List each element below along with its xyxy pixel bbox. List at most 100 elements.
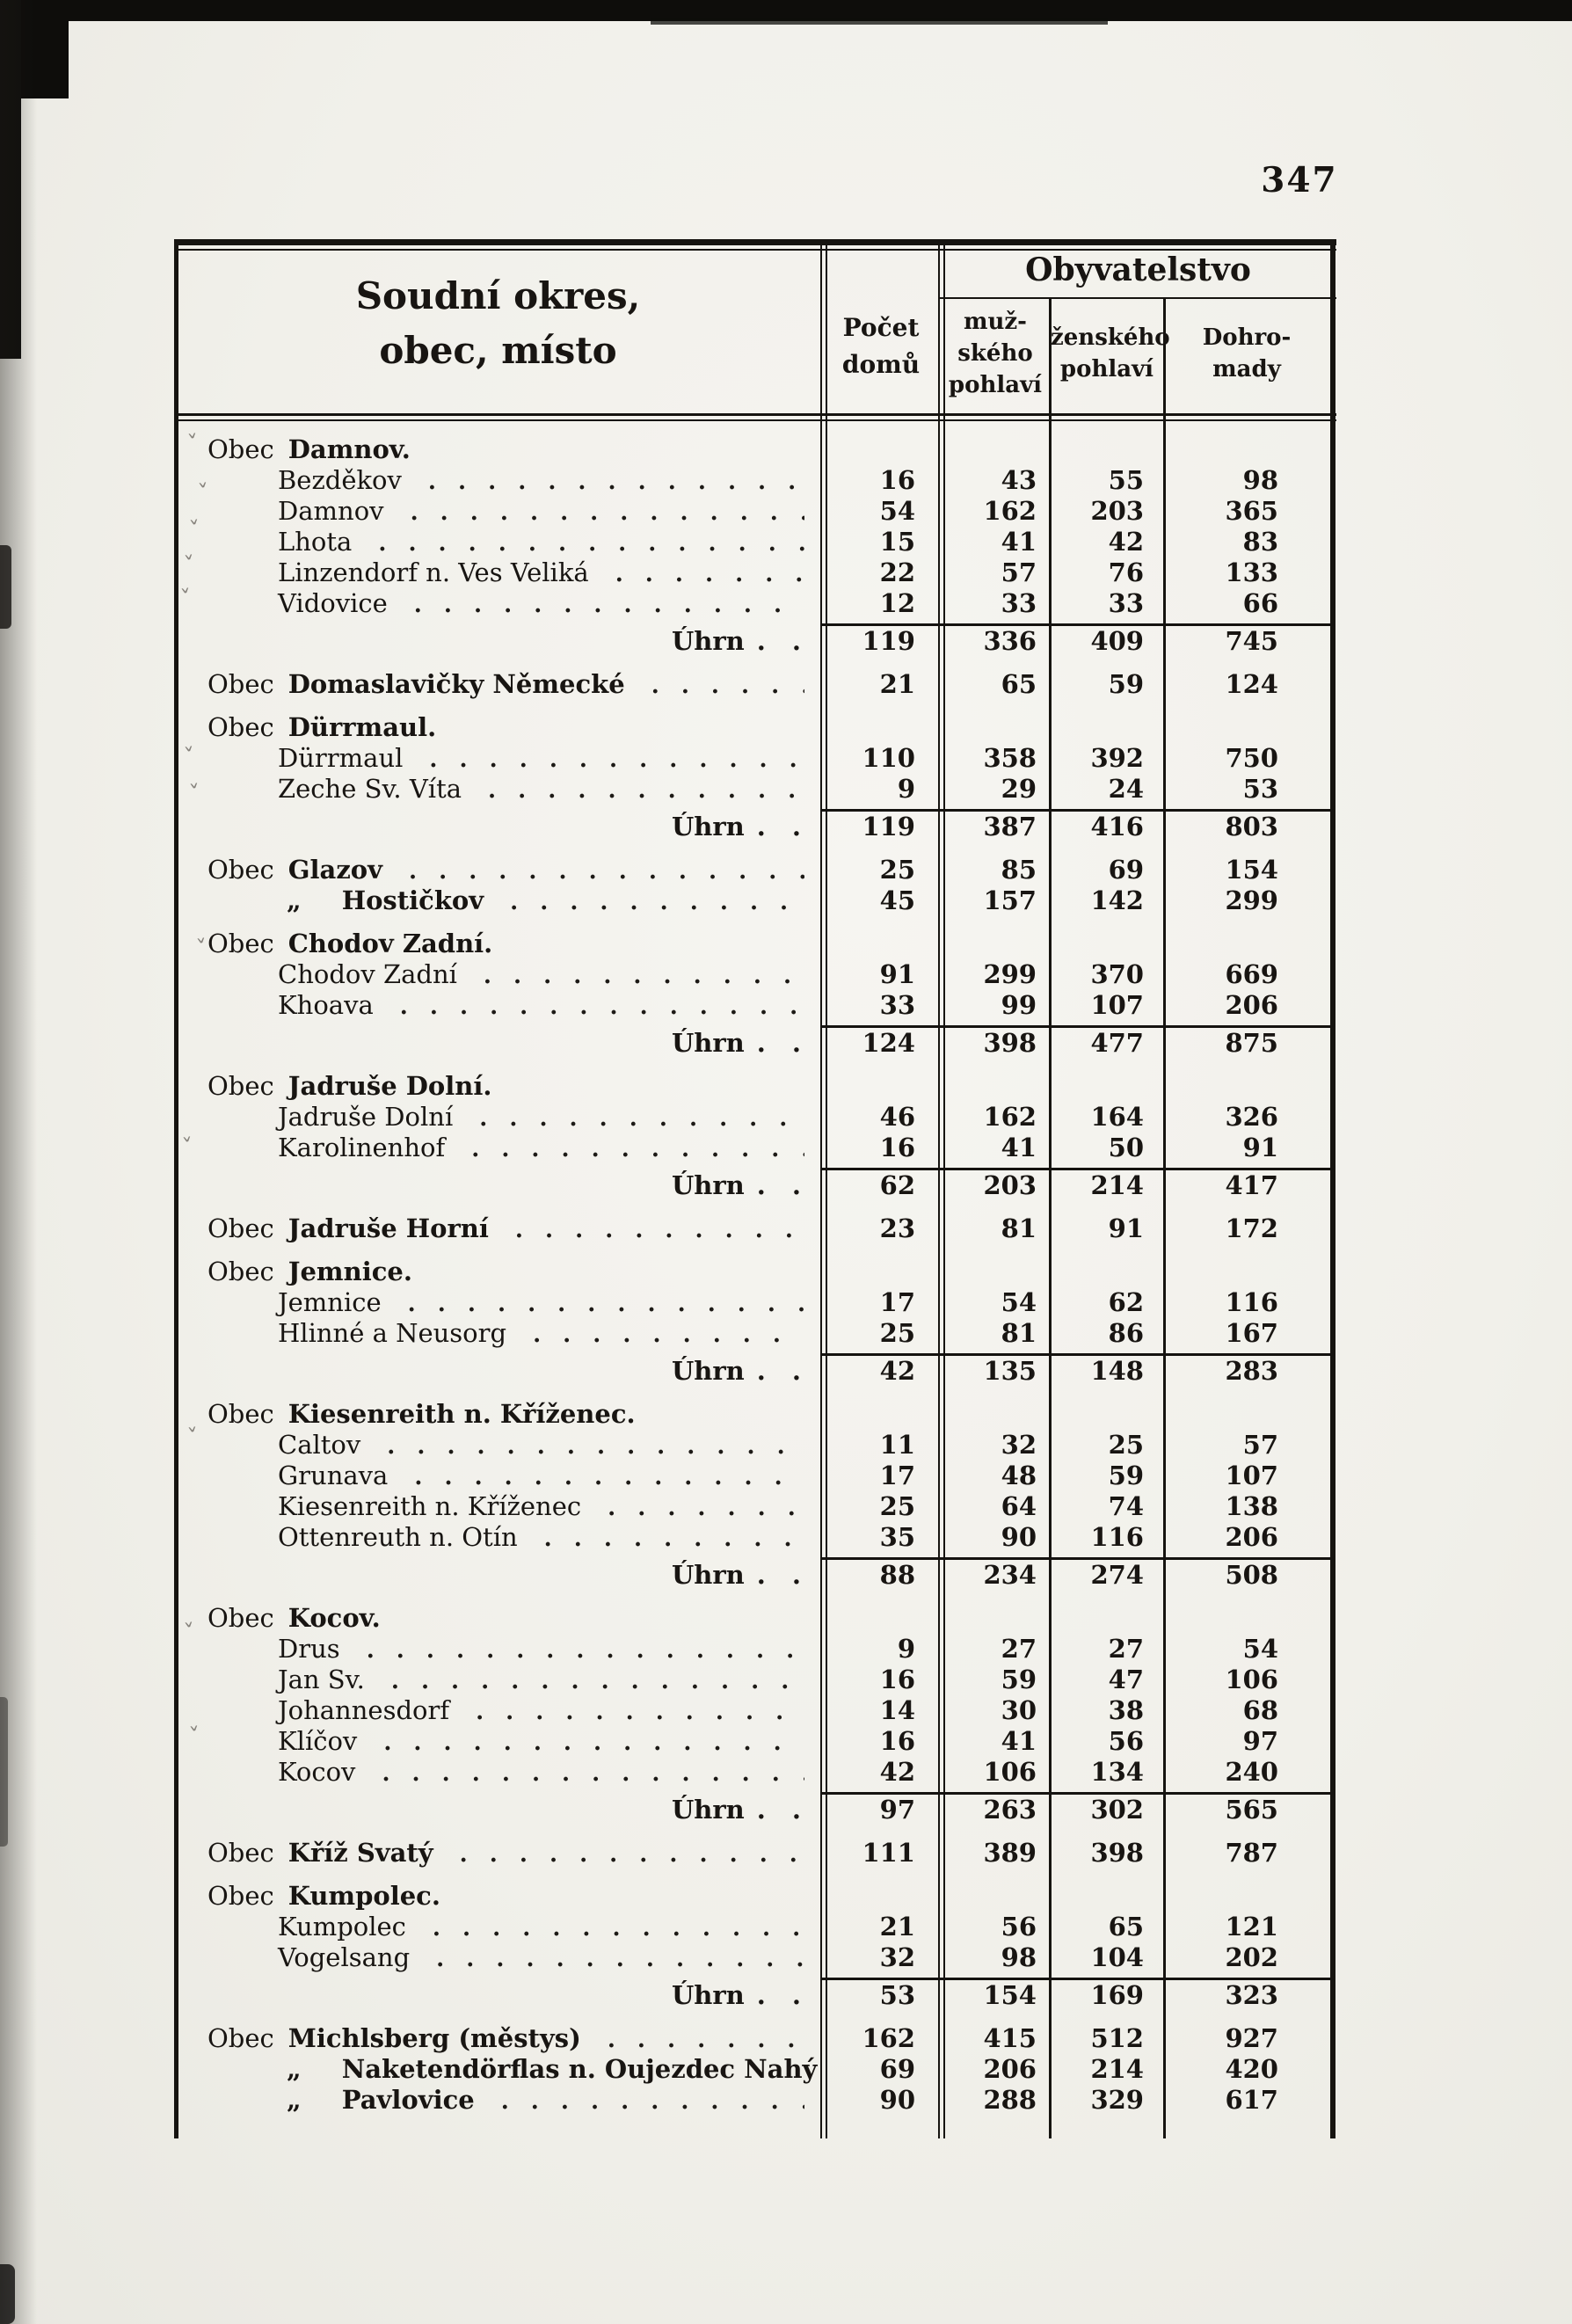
scan-blob [0,1697,8,1847]
table-row: Vidovice . . . . . . . . . . . . . . . . … [174,588,1336,619]
place-name-cell: Kocov . . . . . . . . . . . . . . . . . .… [174,1757,822,1788]
value-cell [938,1881,1049,1912]
value-cell: 27 [1001,1634,1037,1664]
column-divider [938,239,940,2138]
column-header-houses-line1: Počet [842,313,920,342]
table-row: Vogelsang . . . . . . . . . . . . . . . .… [174,1942,1336,1973]
value-cell: 104 [1090,1942,1144,1972]
value-cell [822,1399,938,1430]
place-name-cell: Obec Kocov. [174,1603,822,1634]
dot-leader: . . . . . . . . . . . . . . . . . . . . … [607,2027,804,2053]
value-cell [938,434,1049,465]
value-cell: 54 [879,496,915,526]
table-row: Obec Jemnice. [174,1257,1336,1287]
value-cell: 111 [862,1838,915,1868]
value-cell: 25 [1108,1430,1144,1460]
table-row: Caltov . . . . . . . . . . . . . . . . . … [174,1430,1336,1461]
value-cell: 17 [879,1287,915,1317]
value-cell: 59 [1108,669,1144,699]
value-cell: 119 [862,812,915,841]
dot-leader: . . . . . . . . . . . . . . . . . . . . … [476,1699,804,1725]
dot-leader: . . . . . . . . . . . . . . . . . . . . … [483,963,804,989]
value-cell: 206 [1225,1522,1278,1552]
table-row: Obec Kocov. [174,1603,1336,1634]
value-cell: 417 [1225,1170,1278,1200]
place-label: Jadruše Dolní [278,1102,454,1132]
value-cell: 288 [983,2085,1037,2115]
place-name-cell: Obec Kiesenreith n. Kříženec. [174,1399,822,1430]
value-cell: 50 [1108,1133,1144,1162]
dot-leader: . . . . . . . . . . . . . . . . . . . . … [471,1136,804,1162]
value-cell: 214 [1090,2054,1144,2084]
table-row: Johannesdorf . . . . . . . . . . . . . . … [174,1695,1336,1726]
value-cell: 41 [1001,1133,1037,1162]
value-cell: 409 [1090,626,1144,656]
value-cell: 124 [1225,669,1278,699]
value-cell: 154 [1225,855,1278,885]
place-name-cell: Caltov . . . . . . . . . . . . . . . . . … [174,1430,822,1461]
place-name-cell: „ Hostičkov . . . . . . . . . . . . . . . … [174,885,822,916]
value-cell [1049,1881,1163,1912]
dot-leader: . . [756,1356,810,1386]
place-name-cell: Obec Jadruše Dolní. [174,1071,822,1102]
dot-leader: . . . . . . . . . . . . . . . . . . . . … [488,777,804,804]
value-cell: 116 [1090,1522,1144,1552]
value-cell: 274 [1090,1560,1144,1590]
table-row: Klíčov . . . . . . . . . . . . . . . . . … [174,1726,1336,1757]
place-label: Johannesdorf [278,1695,450,1725]
value-cell: 477 [1090,1028,1144,1058]
value-cell [1163,929,1336,959]
table-row: Úhrn . . 119 336 409 745 [174,623,1336,657]
table-row: Obec Jadruše Dolní. [174,1071,1336,1102]
place-name-cell: Johannesdorf . . . . . . . . . . . . . . … [174,1695,822,1726]
column-header-male-line3: pohlaví [948,372,1043,398]
value-cell: 302 [1090,1795,1144,1825]
value-cell [1049,1399,1163,1430]
table-row: Obec Kumpolec. [174,1881,1336,1912]
value-cell: 17 [879,1461,915,1490]
dot-leader: . . . . . . . . . . . . . . . . . . . . … [390,1668,804,1694]
value-cell [822,434,938,465]
table-row: Drus . . . . . . . . . . . . . . . . . . … [174,1634,1336,1665]
dot-leader: . . . . . . . . . . . . . . . . . . . . … [500,2088,804,2115]
value-cell: 148 [1090,1356,1144,1386]
table-body: Obec Damnov. Bezděkov . . . . . . . . . . .… [174,429,1336,2116]
place-name-cell: Jan Sv. . . . . . . . . . . . . . . . . .… [174,1665,822,1695]
sum-label: Úhrn [671,812,745,841]
value-cell: 97 [1242,1726,1278,1756]
table-row: Lhota . . . . . . . . . . . . . . . . . .… [174,527,1336,557]
column-header-male-line2: ského [957,340,1033,367]
value-cell [1163,1071,1336,1102]
place-name-cell: Obec Jadruše Horní . . . . . . . . . . . .… [174,1213,822,1244]
sum-label: Úhrn [671,626,745,656]
value-cell: 24 [1108,774,1144,804]
value-cell: 68 [1242,1695,1278,1725]
table-row: Zeche Sv. Víta . . . . . . . . . . . . . … [174,774,1336,805]
value-cell: 299 [1225,885,1278,915]
dot-leader: . . . . . . . . . . . . . . . . . . . . … [410,499,804,526]
scan-blob [0,545,11,629]
value-cell: 336 [983,626,1037,656]
dot-leader: . . . . . . . . . . . . . . . . . . . . … [608,1495,804,1521]
value-cell: 323 [1225,1980,1278,2010]
place-label: Grunava [278,1461,389,1490]
place-name-cell: Obec Michlsberg (městys) . . . . . . . . .… [174,2023,822,2054]
value-cell: 107 [1225,1461,1278,1490]
value-cell: 42 [1108,527,1144,557]
column-header-district-line2: obec, místo [379,329,617,372]
dot-leader: . . [756,1795,810,1825]
value-cell: 164 [1090,1102,1144,1132]
value-cell: 90 [1001,1522,1037,1552]
value-cell: 392 [1090,743,1144,773]
dot-leader: . . . . . . . . . . . . . . . . . . . . … [413,592,804,618]
table-row: Kiesenreith n. Kříženec . . . . . . . . .… [174,1491,1336,1522]
column-header-total-line1: Dohro- [1202,324,1292,351]
place-label: Naketendörflas n. Oujezdec Nahý [341,2054,818,2084]
value-cell: 47 [1108,1665,1144,1694]
value-cell [1163,712,1336,743]
table-row: „ Hostičkov . . . . . . . . . . . . . . . … [174,885,1336,916]
population-header-underline [940,297,1336,299]
sum-label: Úhrn [671,1795,745,1825]
place-name-cell: „Naketendörflas n. Oujezdec Nahý. . . . … [174,2054,822,2085]
place-label: Hlinné a Neusorg [278,1318,507,1348]
